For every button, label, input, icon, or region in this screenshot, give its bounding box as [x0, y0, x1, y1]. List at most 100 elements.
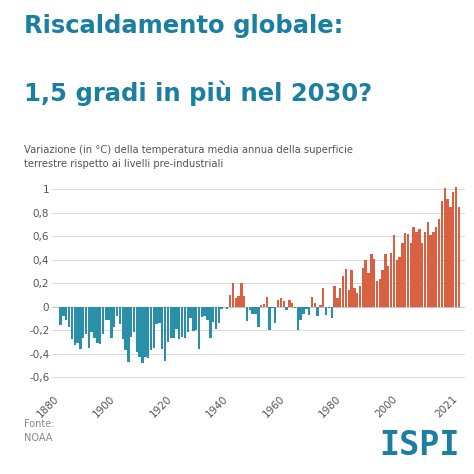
Bar — [167, 307, 169, 342]
Bar — [347, 290, 350, 307]
Bar — [118, 307, 121, 324]
Bar — [220, 307, 223, 309]
Bar — [209, 307, 211, 338]
Bar — [367, 273, 370, 307]
Text: 1,5 gradi in più nel 2030?: 1,5 gradi in più nel 2030? — [24, 81, 372, 106]
Bar — [96, 307, 99, 343]
Bar — [322, 288, 325, 307]
Bar — [373, 259, 375, 307]
Bar — [424, 232, 426, 307]
Bar — [297, 307, 299, 330]
Bar — [427, 222, 429, 307]
Bar — [164, 307, 166, 361]
Bar — [88, 307, 90, 348]
Bar — [201, 307, 203, 317]
Bar — [300, 307, 302, 319]
Bar — [452, 192, 455, 307]
Bar — [62, 307, 64, 316]
Bar — [285, 307, 288, 310]
Bar — [257, 307, 260, 327]
Bar — [93, 307, 96, 338]
Bar — [73, 307, 76, 346]
Bar — [359, 285, 361, 307]
Bar — [384, 254, 387, 307]
Text: Variazione (in °C) della temperatura media annua della superficie
terrestre risp: Variazione (in °C) della temperatura med… — [24, 145, 353, 169]
Bar — [395, 260, 398, 307]
Bar — [330, 307, 333, 319]
Bar — [184, 307, 186, 338]
Bar — [212, 307, 214, 322]
Bar — [325, 307, 328, 315]
Bar — [328, 307, 330, 308]
Bar — [65, 307, 67, 319]
Bar — [102, 307, 104, 334]
Bar — [161, 307, 164, 349]
Bar — [412, 227, 415, 307]
Bar — [192, 307, 194, 331]
Bar — [314, 303, 316, 307]
Bar — [387, 265, 390, 307]
Bar — [263, 304, 265, 307]
Bar — [173, 307, 175, 338]
Bar — [274, 307, 276, 323]
Bar — [255, 307, 257, 314]
Bar — [265, 297, 268, 307]
Bar — [252, 307, 254, 314]
Bar — [232, 283, 234, 307]
Bar — [240, 283, 243, 307]
Bar — [130, 307, 132, 337]
Bar — [271, 307, 273, 308]
Bar — [342, 276, 344, 307]
Bar — [455, 187, 457, 307]
Bar — [136, 307, 138, 352]
Bar — [127, 307, 129, 362]
Bar — [317, 307, 319, 316]
Bar — [345, 269, 347, 307]
Bar — [175, 307, 178, 329]
Bar — [198, 307, 200, 349]
Bar — [108, 307, 110, 319]
Bar — [441, 201, 443, 307]
Bar — [105, 307, 107, 319]
Bar — [246, 307, 248, 321]
Bar — [249, 307, 251, 310]
Bar — [333, 285, 336, 307]
Text: Fonte:
NOAA: Fonte: NOAA — [24, 419, 54, 443]
Bar — [404, 233, 406, 307]
Bar — [59, 307, 62, 326]
Bar — [99, 307, 101, 344]
Bar — [370, 254, 373, 307]
Bar — [319, 306, 322, 307]
Bar — [277, 300, 279, 307]
Bar — [308, 307, 310, 315]
Bar — [410, 243, 412, 307]
Bar — [353, 288, 356, 307]
Bar — [138, 307, 141, 357]
Bar — [144, 307, 146, 357]
Bar — [362, 268, 364, 307]
Bar — [305, 307, 308, 309]
Bar — [283, 301, 285, 307]
Bar — [260, 306, 262, 307]
Bar — [382, 270, 384, 307]
Bar — [418, 229, 420, 307]
Bar — [79, 307, 82, 349]
Bar — [133, 307, 135, 332]
Bar — [158, 307, 161, 323]
Bar — [110, 307, 113, 338]
Bar — [243, 296, 246, 307]
Bar — [365, 260, 367, 307]
Bar — [302, 307, 305, 314]
Bar — [407, 234, 409, 307]
Bar — [215, 307, 217, 329]
Bar — [141, 307, 144, 363]
Bar — [288, 300, 291, 307]
Bar — [76, 307, 79, 343]
Bar — [91, 307, 93, 332]
Bar — [435, 227, 438, 307]
Bar — [311, 297, 313, 307]
Bar — [116, 307, 118, 316]
Bar — [235, 299, 237, 307]
Bar — [398, 257, 401, 307]
Bar — [379, 279, 381, 307]
